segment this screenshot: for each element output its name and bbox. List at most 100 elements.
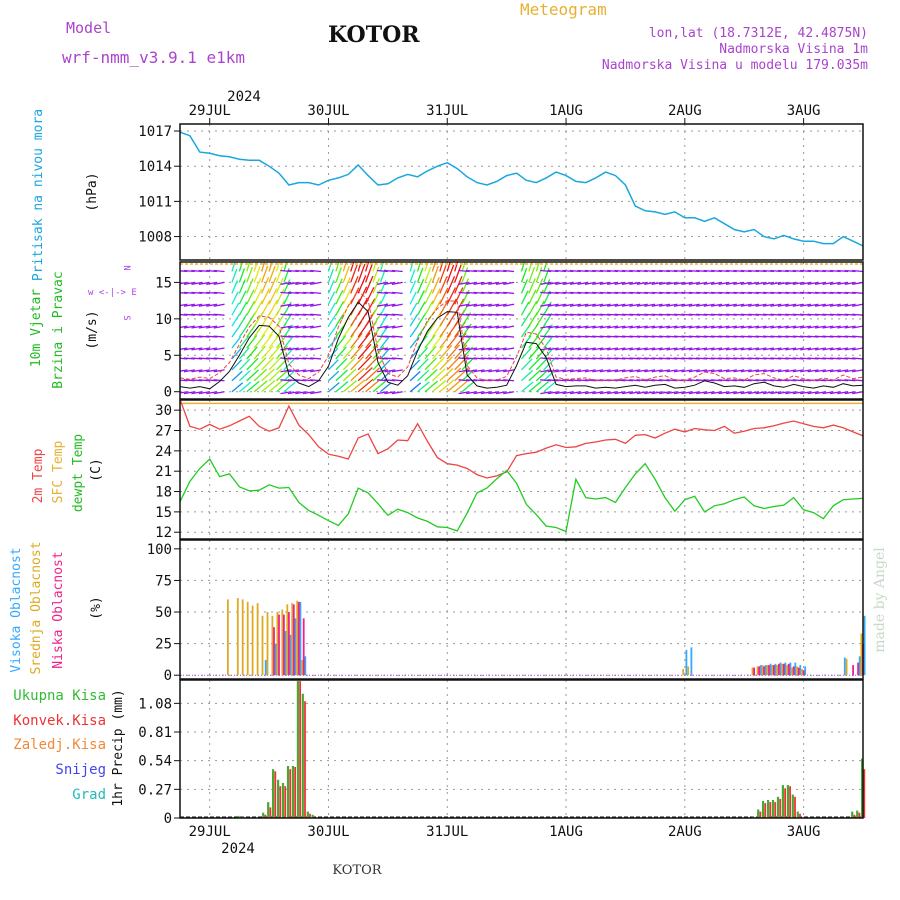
wind-arrow-588 <box>543 381 556 393</box>
wind-arrow-942 <box>748 325 760 329</box>
wind-arrow-104 <box>238 290 247 305</box>
cloud-bar-low-14 <box>297 601 300 676</box>
wind-arrow-766 <box>636 281 648 285</box>
wind-arrow-622 <box>547 281 559 285</box>
precip-bar-total-25 <box>861 758 864 818</box>
cloud-bar-high-28 <box>804 666 807 676</box>
wind-arrow-372 <box>409 382 422 393</box>
wind-arrow-918 <box>733 325 745 329</box>
wind-arrow-409 <box>431 368 446 382</box>
wind-arrow-836 <box>681 303 693 307</box>
wind-arrow-64 <box>206 347 218 351</box>
wind-arrow-261 <box>335 278 343 294</box>
wind-arrow-411 <box>431 345 445 360</box>
wind-arrow-816 <box>673 391 685 395</box>
wind-arrow-1040 <box>807 303 819 307</box>
wind-arrow-122 <box>253 357 267 371</box>
wind-arrow-167 <box>275 262 281 272</box>
wind-arrow-218 <box>302 369 314 373</box>
wind-arrow-874 <box>703 281 715 285</box>
cloud-bar-high-34 <box>863 615 866 676</box>
wind-arrow-133 <box>261 368 275 382</box>
wind-arrow-620 <box>547 303 559 307</box>
wind-arrow-612 <box>547 391 559 395</box>
wind-arrow-554 <box>521 358 533 371</box>
wind-arrow-814 <box>666 281 678 285</box>
credit-watermark: made by Angel <box>872 547 888 653</box>
wind-arrow-854 <box>696 369 708 373</box>
wind-arrow-447 <box>454 344 468 360</box>
wind-arrow-435 <box>446 344 460 360</box>
wind-arrow-958 <box>755 281 767 285</box>
precip-ytick-label-2: 0.54 <box>138 754 172 770</box>
wind-arrow-1000 <box>785 347 797 351</box>
wind-arrow-786 <box>651 325 663 329</box>
wind-arrow-16 <box>180 347 188 350</box>
wind-arrow-400 <box>424 334 436 349</box>
cloud-bar-high-9 <box>274 643 277 676</box>
wind-arrow-456 <box>461 380 475 393</box>
wind-arrow-788 <box>651 303 663 307</box>
precip-bar-conv-10 <box>304 701 306 818</box>
wind-arrow-1010 <box>792 369 804 373</box>
wind-arrow-800 <box>659 303 671 307</box>
wind-arrow-904 <box>725 347 737 351</box>
precip-bar-total-11 <box>306 811 309 818</box>
wind-arrow-1032 <box>807 391 819 395</box>
wind-arrow-698 <box>599 369 611 373</box>
cloud-bar-high-7 <box>264 660 267 676</box>
wind-arrow-1072 <box>829 347 841 351</box>
wind-arrow-279 <box>350 344 364 360</box>
wind-arrow-1109 <box>851 335 863 338</box>
wind-arrow-119 <box>246 262 251 272</box>
wind-arrow-358 <box>384 281 396 285</box>
wind-arrow-188 <box>280 303 292 307</box>
temp-ytick-label-5: 27 <box>155 424 172 440</box>
wind-arrow-210 <box>295 325 307 329</box>
wind-arrow-810 <box>666 325 678 329</box>
wind-arrow-177 <box>283 279 291 294</box>
wind-arrow-716 <box>607 303 619 307</box>
cloud-bar-mid-18 <box>751 667 754 676</box>
wind-arrow-14 <box>180 369 188 372</box>
cloud-bar-high-23 <box>779 662 782 676</box>
wind-arrow-668 <box>577 303 589 307</box>
wind-arrow-896 <box>718 303 730 307</box>
wind-arrow-346 <box>376 281 388 285</box>
wind-arrow-812 <box>666 303 678 307</box>
cloud-bar-high-11 <box>284 631 287 676</box>
wind-arrow-1111 <box>851 313 863 316</box>
wind-arrow-262 <box>335 267 342 283</box>
top-day-label-1: 30JUL <box>307 103 349 119</box>
wind-arrow-490 <box>466 281 478 285</box>
wind-arrow-89 <box>231 325 241 338</box>
wind-arrow-124 <box>253 334 266 349</box>
wind-arrow-198 <box>287 325 299 329</box>
cloud-bar-high-22 <box>774 663 777 676</box>
wind-arrow-395 <box>416 262 422 272</box>
wind-arrow-592 <box>543 335 554 349</box>
wind-arrow-880 <box>710 347 723 351</box>
wind-arrow-466 <box>461 267 469 283</box>
wind-arrow-1066 <box>822 281 834 285</box>
wind-arrow-120 <box>253 380 268 393</box>
wind-arrow-298 <box>357 263 366 283</box>
wind-arrow-1108 <box>852 347 863 351</box>
wind-arrow-571 <box>528 300 538 316</box>
wind-arrow-307 <box>365 298 376 316</box>
wind-arrow-384 <box>417 381 430 393</box>
wind-gust-line <box>179 290 864 382</box>
wind-arrow-778 <box>644 281 656 285</box>
cloud-bar-mid-13 <box>291 603 294 676</box>
wind-arrow-670 <box>577 281 589 285</box>
wind-arrow-147 <box>268 345 281 360</box>
cloud-bar-low-19 <box>758 666 760 676</box>
wind-arrow-550 <box>503 281 515 285</box>
wind-arrow-385 <box>417 369 430 382</box>
precip-bar-conv-22 <box>799 813 801 818</box>
wind-arrow-237 <box>310 291 322 294</box>
wind-arrow-536 <box>495 303 507 307</box>
wind-arrow-420 <box>439 379 455 393</box>
wind-arrow-634 <box>555 281 567 285</box>
wind-arrow-76 <box>213 347 225 351</box>
